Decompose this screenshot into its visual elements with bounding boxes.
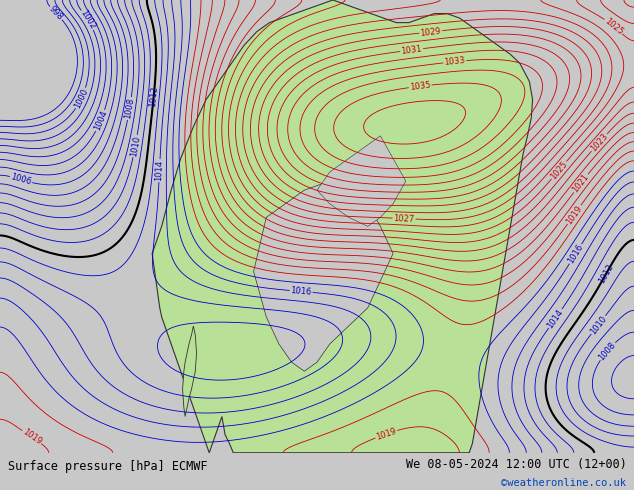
Text: 1029: 1029 xyxy=(420,26,442,38)
Text: 1025: 1025 xyxy=(549,159,569,181)
Text: 1025: 1025 xyxy=(603,16,624,37)
Text: 1016: 1016 xyxy=(566,243,585,265)
Text: 1000: 1000 xyxy=(73,87,90,110)
Polygon shape xyxy=(152,0,533,453)
Text: 1002: 1002 xyxy=(79,9,97,31)
Text: We 08-05-2024 12:00 UTC (12+00): We 08-05-2024 12:00 UTC (12+00) xyxy=(406,458,626,471)
Text: 1012: 1012 xyxy=(597,263,615,285)
Text: 1021: 1021 xyxy=(571,172,591,195)
Text: 1004: 1004 xyxy=(93,109,109,132)
Text: 1012: 1012 xyxy=(148,85,159,107)
Text: ©weatheronline.co.uk: ©weatheronline.co.uk xyxy=(501,478,626,489)
Polygon shape xyxy=(183,326,197,416)
Text: 1023: 1023 xyxy=(589,132,610,153)
Text: 1014: 1014 xyxy=(546,307,565,330)
Text: 1033: 1033 xyxy=(444,56,466,67)
Text: 1035: 1035 xyxy=(409,80,431,92)
Text: 1031: 1031 xyxy=(401,44,423,56)
Text: 1019: 1019 xyxy=(375,426,398,441)
Text: 1008: 1008 xyxy=(597,340,618,362)
Text: 1010: 1010 xyxy=(588,314,609,336)
Text: 1027: 1027 xyxy=(393,214,415,223)
Text: 1019: 1019 xyxy=(20,428,43,447)
Text: Surface pressure [hPa] ECMWF: Surface pressure [hPa] ECMWF xyxy=(8,461,207,473)
Text: 1019: 1019 xyxy=(564,203,584,226)
Text: 1016: 1016 xyxy=(290,286,312,297)
Text: 1006: 1006 xyxy=(10,172,32,187)
Text: 998: 998 xyxy=(47,4,65,22)
Text: 1008: 1008 xyxy=(124,98,136,120)
Text: 1014: 1014 xyxy=(155,160,164,181)
Polygon shape xyxy=(254,181,393,371)
Text: 1010: 1010 xyxy=(129,135,141,157)
Polygon shape xyxy=(317,136,406,226)
